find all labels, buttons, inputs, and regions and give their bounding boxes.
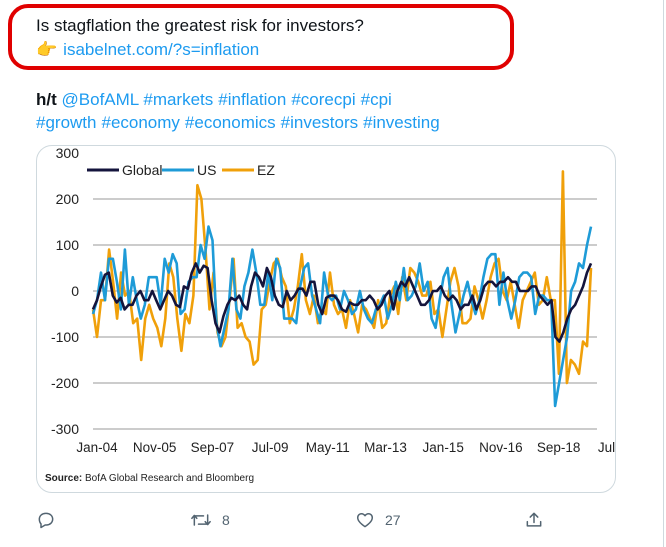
y-tick-label: 200 [56, 191, 80, 207]
series-line-global [91, 262, 593, 343]
tweet-actions: 8 27 [0, 510, 660, 532]
like-action[interactable]: 27 [355, 510, 401, 530]
x-tick-label: Jul-09 [252, 440, 289, 455]
y-tick-label: -100 [51, 329, 79, 345]
x-tick-label: Mar-13 [364, 440, 407, 455]
x-tick-label: Nov-05 [133, 440, 177, 455]
reply-action[interactable] [36, 510, 66, 530]
chart-image-card[interactable]: 300 200 100 0 -100 -200 -300 Jan-04 Nov-05 Sep-07… [36, 145, 616, 493]
heart-icon [356, 513, 374, 528]
hashtag-economics[interactable]: #economics [184, 113, 276, 132]
hashtag-investors[interactable]: #investors [280, 113, 359, 132]
like-count: 27 [385, 512, 401, 528]
pointing-hand-icon: 👉 [36, 40, 58, 59]
tweet-title: Is stagflation the greatest risk for inv… [36, 16, 364, 35]
share-icon [526, 512, 542, 527]
y-tick-label: 300 [56, 146, 80, 161]
y-tick-label: -300 [51, 421, 79, 437]
mention-bofaml[interactable]: @BofAML [61, 90, 139, 109]
hashtag-economy[interactable]: #economy [101, 113, 180, 132]
reply-icon [38, 512, 54, 529]
x-tick-label: Sep-07 [191, 440, 235, 455]
x-tick-label: Jan-04 [76, 440, 118, 455]
legend-label-ez: EZ [257, 162, 275, 178]
retweet-count: 8 [222, 512, 230, 528]
timeline-border [663, 0, 664, 547]
x-tick-label: May-11 [306, 440, 350, 455]
hashtag-inflation[interactable]: #inflation [218, 90, 287, 109]
red-highlight-box [8, 4, 514, 70]
chart-source: Source: BofA Global Research and Bloombe… [45, 473, 254, 484]
tweet-link-row: 👉 isabelnet.com/?s=inflation [36, 40, 259, 60]
ht-label: h/t [36, 90, 57, 109]
series-line-us [91, 225, 593, 408]
hashtag-corecpi[interactable]: #corecpi [291, 90, 356, 109]
retweet-action[interactable]: 8 [190, 510, 230, 530]
y-tick-label: 0 [71, 283, 79, 299]
share-action[interactable] [524, 510, 544, 530]
y-tick-label: -200 [51, 375, 79, 391]
series-line-ez [91, 170, 593, 385]
x-tick-label: Jan-15 [423, 440, 464, 455]
x-tick-label: Nov-16 [479, 440, 523, 455]
retweet-icon [191, 514, 211, 526]
y-tick-label: 100 [56, 237, 80, 253]
legend-label-global: Global [122, 162, 162, 178]
legend-label-us: US [197, 162, 216, 178]
inflation-surprise-chart: 300 200 100 0 -100 -200 -300 Jan-04 Nov-05 Sep-07… [45, 146, 615, 484]
hashtag-growth[interactable]: #growth [36, 113, 97, 132]
x-tick-label: Sep-18 [537, 440, 581, 455]
x-tick-label: Jul-20 [598, 440, 615, 455]
hashtag-investing[interactable]: #investing [363, 113, 440, 132]
tweet-credit-row: h/t @BofAML #markets #inflation #corecpi #c… [36, 90, 397, 110]
hashtag-cpi[interactable]: #cpi [360, 90, 392, 109]
hashtag-markets[interactable]: #markets [143, 90, 214, 109]
hashtag-row: #growth #economy #economics #investors #inve… [36, 113, 445, 133]
tweet-link[interactable]: isabelnet.com/?s=inflation [63, 40, 260, 59]
